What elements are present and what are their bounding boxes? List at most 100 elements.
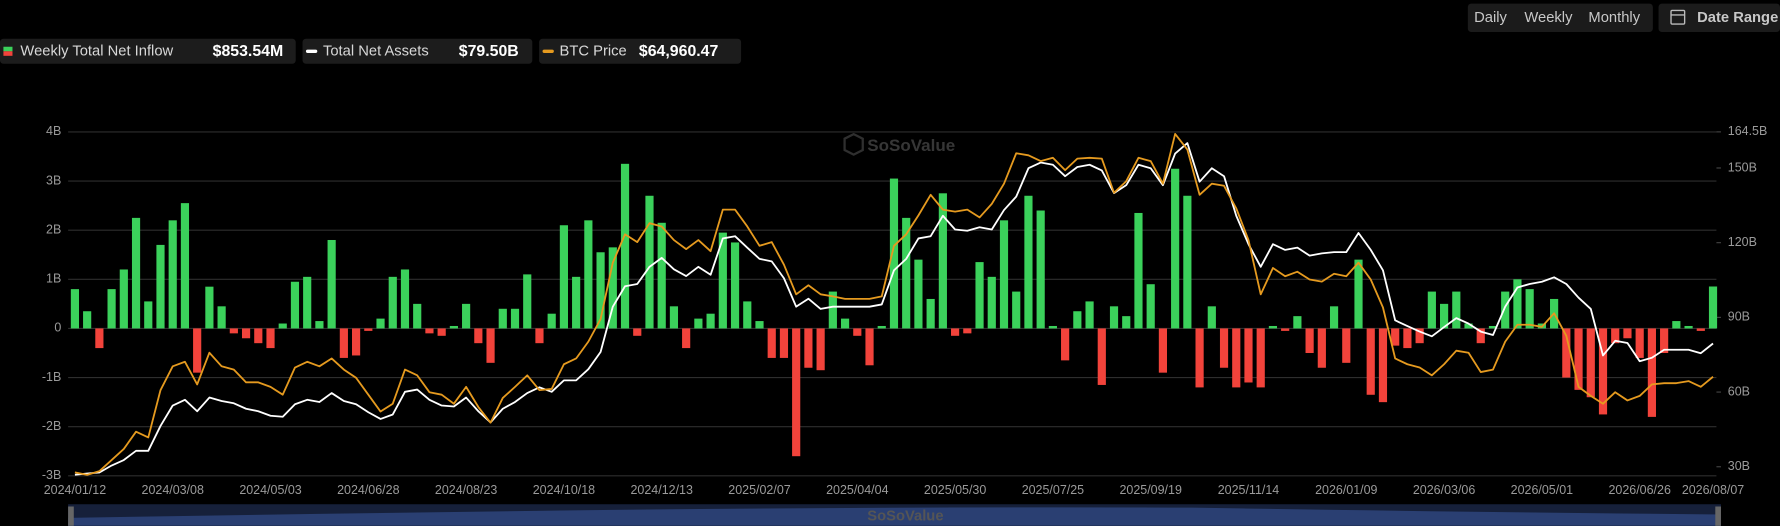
x-tick-label: 2025/04/04 — [826, 483, 888, 497]
bar — [547, 313, 556, 329]
period-switch — [1467, 3, 1653, 32]
bar — [694, 318, 703, 329]
bar — [339, 328, 348, 358]
legend-box — [302, 38, 533, 64]
bar — [669, 306, 679, 329]
bar — [95, 328, 104, 349]
legend-label: Total Net Assets — [323, 44, 429, 60]
x-tick-label: 2024/10/18 — [533, 483, 595, 497]
bar — [1378, 328, 1388, 403]
bar — [1293, 316, 1302, 329]
y-tick-label: 2B — [46, 222, 61, 236]
bar — [938, 193, 947, 329]
line — [74, 142, 1714, 476]
bar — [535, 328, 544, 344]
bar — [1464, 323, 1473, 329]
bar — [559, 225, 568, 329]
bar — [266, 328, 275, 349]
bar — [1134, 212, 1143, 329]
bar — [1012, 291, 1021, 329]
legend-item: BTC Price $64,960.47 — [539, 38, 742, 64]
bar — [1647, 328, 1656, 417]
legend-swatch — [305, 49, 318, 53]
period-button[interactable]: Daily — [1474, 10, 1507, 26]
bar — [1207, 306, 1216, 329]
bar — [1146, 284, 1155, 329]
bar — [755, 321, 764, 329]
bar — [83, 311, 92, 329]
bar — [1109, 306, 1119, 329]
bar — [1195, 328, 1204, 388]
period-button[interactable]: Weekly — [1524, 10, 1573, 26]
bar — [425, 328, 434, 334]
bar — [657, 222, 666, 329]
bar — [682, 328, 691, 349]
bar — [70, 289, 80, 329]
bar — [315, 321, 324, 329]
bar — [205, 286, 214, 329]
bar — [828, 291, 837, 329]
legend-value: $853.54M — [213, 43, 284, 60]
bar — [254, 328, 263, 344]
bar — [645, 195, 654, 329]
bar — [376, 318, 385, 329]
bar — [620, 163, 630, 329]
bar — [400, 269, 410, 329]
bar — [413, 303, 422, 329]
bar — [706, 313, 715, 329]
bar — [1660, 328, 1669, 354]
y2-tick-label: 30B — [1728, 459, 1750, 473]
bar — [1488, 325, 1498, 329]
bar — [462, 303, 471, 329]
bar — [1232, 328, 1241, 388]
bar — [1562, 328, 1571, 378]
bar — [449, 325, 458, 329]
bar — [1268, 325, 1278, 329]
bar — [119, 269, 128, 329]
line — [74, 133, 1714, 476]
bar — [1501, 291, 1510, 329]
bar — [1476, 328, 1485, 344]
bar — [840, 318, 850, 329]
bar — [1439, 303, 1449, 329]
bar — [180, 203, 190, 329]
bar — [816, 328, 825, 371]
bar — [987, 276, 996, 329]
bar — [1415, 328, 1424, 344]
legend-label: Weekly Total Net Inflow — [20, 44, 173, 60]
x-tick-label: 2025/05/30 — [924, 483, 986, 497]
bar — [327, 239, 336, 329]
navigator-handle[interactable] — [68, 506, 74, 526]
bar — [865, 328, 874, 366]
date-range-button[interactable] — [1658, 3, 1780, 32]
bar — [889, 178, 899, 329]
y2-tick-label: 150B — [1728, 160, 1757, 174]
legend-item: Weekly Total Net Inflow $853.54M — [0, 38, 296, 64]
bar — [217, 306, 226, 329]
x-tick-label: 2025/11/14 — [1218, 483, 1280, 497]
x-tick-label: 2025/07/25 — [1022, 483, 1084, 497]
bar — [156, 244, 165, 329]
bar — [1391, 328, 1400, 346]
bar — [1317, 328, 1326, 368]
navigator-handle[interactable] — [1715, 506, 1721, 526]
date-range-label[interactable]: Date Range — [1697, 10, 1778, 26]
legend-box — [0, 38, 296, 64]
legend-value: $79.50B — [459, 43, 519, 60]
bar — [1036, 210, 1045, 329]
bar — [975, 262, 984, 329]
y2-tick-label: 164.5B — [1728, 124, 1768, 138]
bar — [474, 328, 483, 344]
bar — [1219, 328, 1229, 368]
bar — [241, 328, 251, 339]
bar — [743, 301, 752, 329]
bar — [730, 242, 740, 329]
y2-tick-label: 90B — [1728, 310, 1750, 324]
period-button[interactable]: Monthly — [1588, 10, 1640, 26]
bar — [1684, 325, 1693, 329]
legend-swatch — [3, 46, 13, 52]
bar — [804, 328, 813, 368]
legend-item: Total Net Assets $79.50B — [302, 38, 533, 64]
legend-swatch — [3, 51, 13, 56]
